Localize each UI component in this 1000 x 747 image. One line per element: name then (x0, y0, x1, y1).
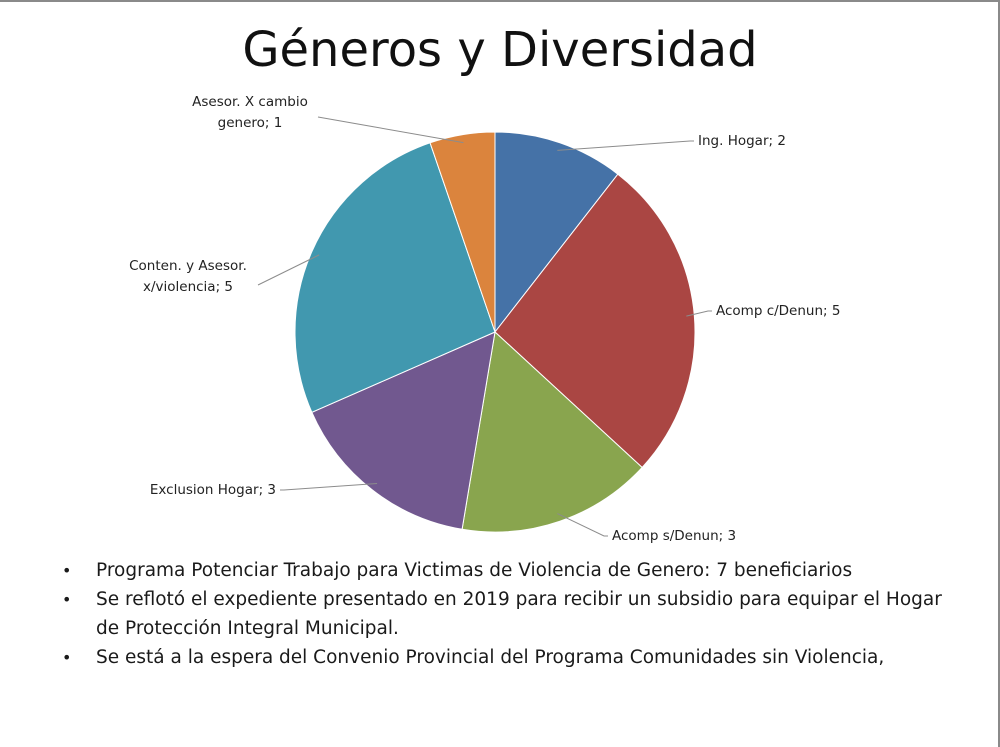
bullet-text: Se reflotó el expediente presentado en 2… (96, 589, 942, 639)
bullet-icon: • (62, 590, 72, 609)
bullet-icon: • (62, 561, 72, 580)
leader-line (557, 513, 608, 537)
data-label: Conten. y Asesor. x/violencia; 5 (129, 258, 247, 295)
leader-line (280, 483, 378, 491)
slide-title: Géneros y Diversidad (242, 22, 758, 78)
bullet-item: • Programa Potenciar Trabajo para Victima… (62, 556, 962, 585)
bullet-icon: • (62, 648, 72, 667)
pie-slice (494, 131, 619, 334)
data-label: Asesor. X cambio genero; 1 (192, 94, 308, 131)
pie-slice (494, 173, 696, 469)
bullet-text: Se está a la espera del Convenio Provinc… (96, 647, 885, 668)
pie-slice (429, 131, 496, 333)
bullet-list: • Programa Potenciar Trabajo para Victima… (62, 556, 962, 672)
pie-slice (294, 142, 496, 413)
leader-line (257, 254, 320, 286)
pie-chart: Ing. Hogar; 2 Acomp c/Denun; 5 Acomp s/Den… (129, 94, 840, 544)
leader-line (686, 310, 712, 317)
data-label: Acomp c/Denun; 5 (716, 303, 840, 319)
bullet-item: • Se reflotó el expediente presentado en … (62, 585, 962, 643)
data-label: Exclusion Hogar; 3 (150, 482, 276, 498)
bullet-item: • Se está a la espera del Convenio Provin… (62, 643, 962, 672)
leader-line (557, 140, 694, 151)
data-label: Ing. Hogar; 2 (698, 133, 786, 149)
pie-slice (461, 331, 643, 533)
bullet-text: Programa Potenciar Trabajo para Victimas… (96, 560, 853, 581)
pie-slice (311, 331, 496, 530)
data-label: Acomp s/Denun; 3 (612, 528, 736, 544)
leader-line (317, 116, 464, 144)
